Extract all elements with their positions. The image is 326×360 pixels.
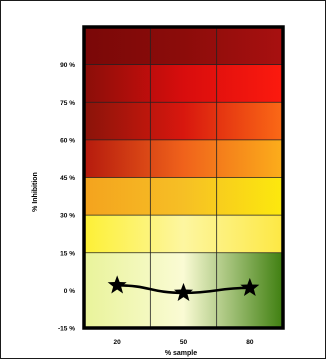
star-marker	[240, 277, 260, 296]
y-tick-label: 90 %	[60, 62, 75, 69]
star-marker	[173, 282, 194, 301]
grid-lines	[84, 27, 283, 328]
y-axis-ticks: -15 % 0 % 15 % 30 % 45 % 60 % 75 % 90 %	[58, 62, 75, 332]
background-band	[84, 27, 283, 65]
y-tick-label: 45 %	[60, 175, 75, 182]
background-bands	[84, 27, 283, 328]
background-band	[84, 177, 283, 216]
x-tick-label: 50	[180, 339, 188, 346]
x-axis-ticks: 20 50 80	[114, 339, 254, 346]
background-band	[84, 64, 283, 103]
y-axis-label: % Inhibition	[32, 172, 39, 212]
x-axis-label: % sample	[165, 350, 197, 357]
plot-border	[82, 25, 285, 330]
x-tick-label: 20	[114, 339, 122, 346]
y-tick-label: -15 %	[58, 326, 75, 333]
x-tick-label: 80	[246, 339, 254, 346]
star-marker	[107, 275, 127, 294]
y-tick-label: 30 %	[60, 213, 75, 220]
background-band	[84, 215, 283, 253]
y-tick-label: 60 %	[60, 137, 75, 144]
series-layer	[107, 275, 260, 301]
y-tick-label: 75 %	[60, 100, 75, 107]
plot-border-rect	[82, 25, 285, 330]
background-band	[84, 102, 283, 140]
background-band	[84, 139, 283, 178]
y-tick-label: 0 %	[64, 288, 75, 295]
y-tick-label: 15 %	[60, 250, 75, 257]
